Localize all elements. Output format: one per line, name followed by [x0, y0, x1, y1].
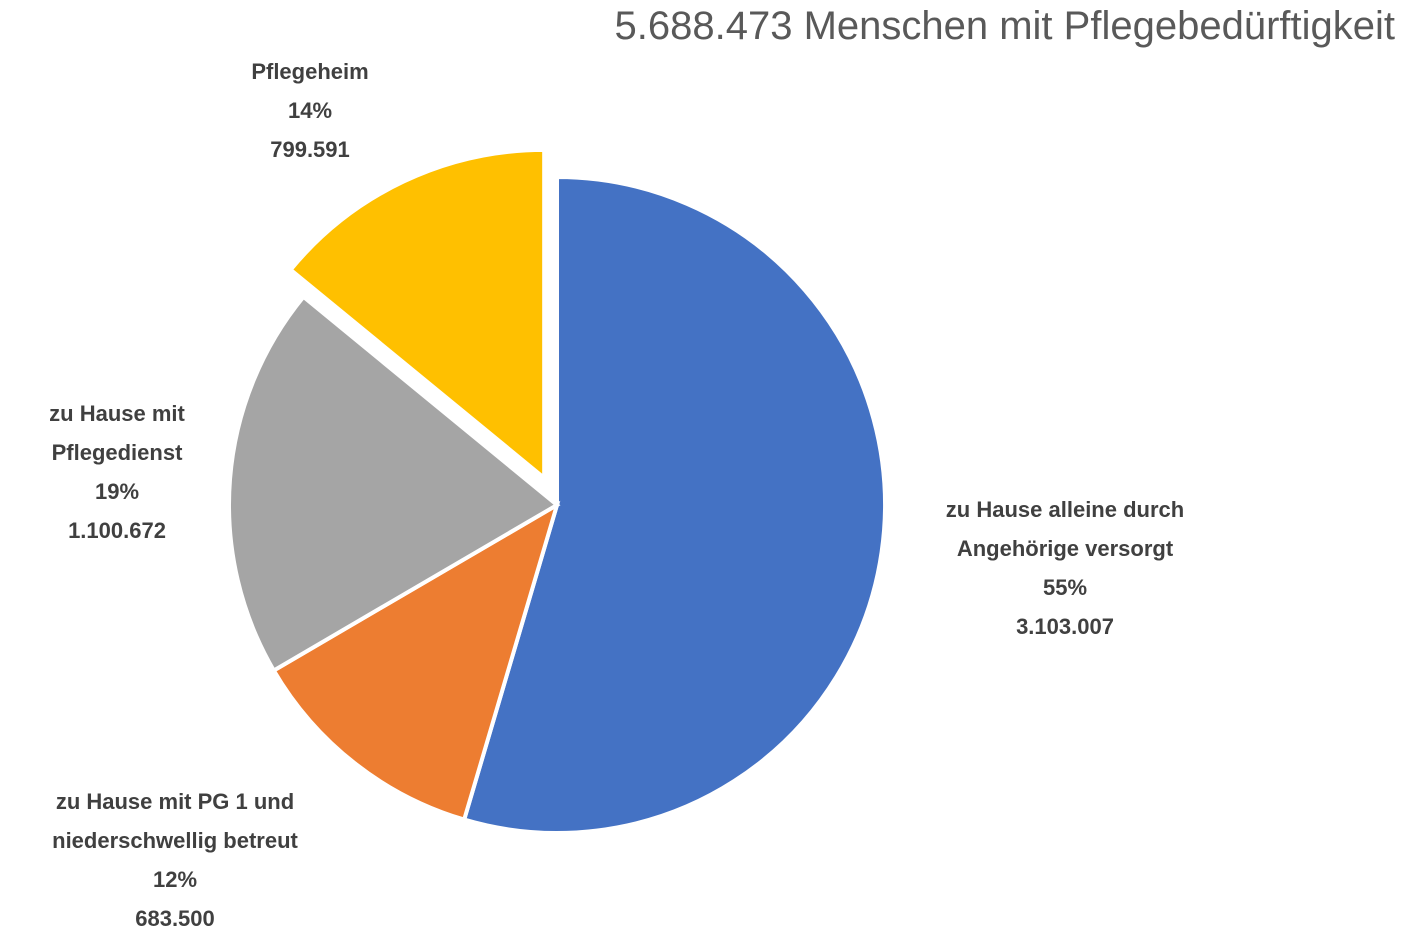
percentage-label: 12%	[152, 867, 198, 892]
percentage-label: 14%	[287, 98, 333, 123]
data-label: zu Hause mit Pflegedienst 19% 1.100.672	[7, 394, 227, 550]
value-label: 3.103.007	[1016, 614, 1114, 639]
category-label: Pflegeheim	[251, 59, 369, 84]
category-label: zu Hause mit PG 1 und niederschwellig be…	[52, 789, 298, 853]
value-label: 799.591	[270, 137, 350, 162]
data-label: Pflegeheim 14% 799.591	[200, 52, 420, 169]
value-label: 683.500	[135, 906, 215, 931]
pie-slice	[271, 500, 561, 823]
pie-slice	[461, 174, 887, 835]
percentage-label: 19%	[94, 479, 140, 504]
chart-title: 5.688.473 Menschen mit Pflegebedürftigke…	[614, 4, 1396, 48]
category-label: zu Hause alleine durch Angehörige versor…	[945, 497, 1185, 561]
pie-slice	[287, 147, 547, 483]
pie-slice	[227, 294, 561, 674]
value-label: 1.100.672	[68, 518, 166, 543]
category-label: zu Hause mit Pflegedienst	[49, 401, 185, 465]
percentage-label: 55%	[1042, 575, 1088, 600]
data-label: zu Hause alleine durch Angehörige versor…	[895, 490, 1235, 646]
data-label: zu Hause mit PG 1 und niederschwellig be…	[5, 782, 345, 933]
